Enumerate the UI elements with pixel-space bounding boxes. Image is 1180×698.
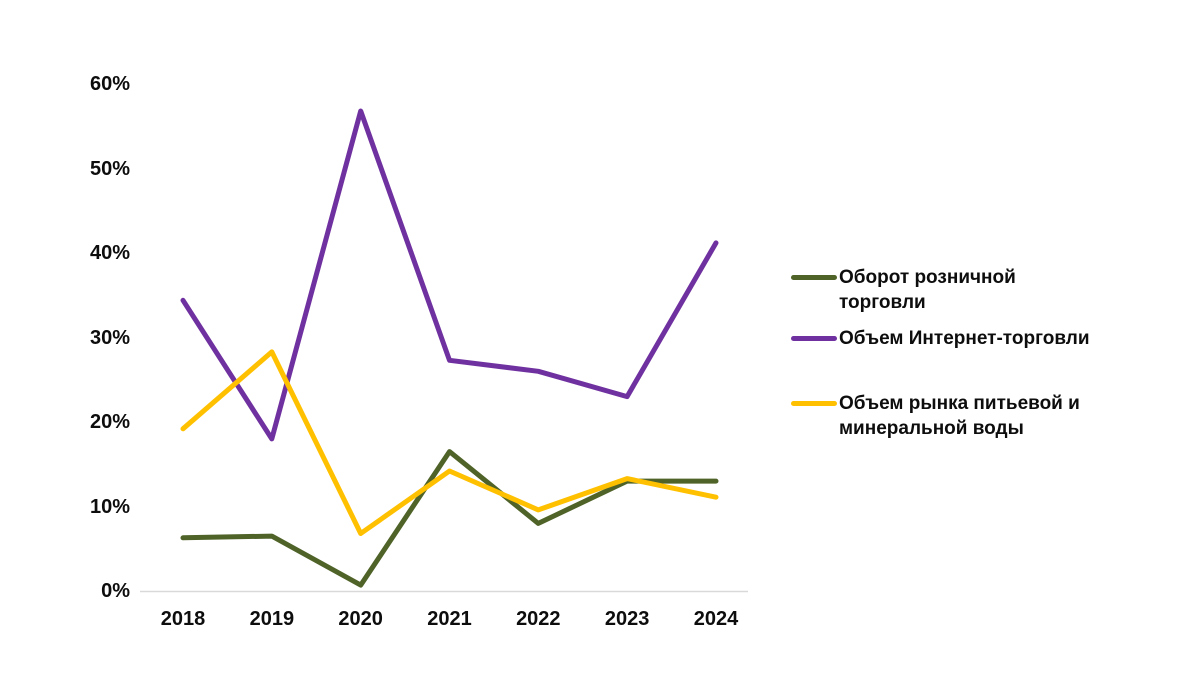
x-tick-label: 2020 — [338, 608, 383, 630]
legend-line-swatch — [791, 275, 837, 280]
x-tick-label: 2019 — [249, 608, 295, 630]
y-tick-label: 50% — [89, 157, 130, 180]
legend-label: Оборот розничной торговли — [839, 267, 1016, 313]
legend-line-swatch — [791, 336, 837, 341]
series-group — [180, 108, 719, 588]
x-tick-label: 2018 — [160, 608, 206, 630]
y-tick-label: 20% — [89, 411, 130, 433]
legend-line-swatch — [791, 401, 837, 406]
y-tick-label: 60% — [89, 73, 130, 95]
y-tick-label: 40% — [89, 242, 130, 264]
series-line-3 — [180, 349, 719, 536]
series-line-2 — [180, 108, 719, 442]
legend-label: Объем Интернет-торговли — [839, 328, 1090, 349]
y-tick-label: 0% — [101, 580, 130, 602]
x-tick-label: 2023 — [604, 608, 650, 630]
x-tick-label: 2021 — [427, 608, 472, 630]
legend-label: Объем рынка питьевой и минеральной воды — [839, 393, 1080, 439]
x-tick-label: 2022 — [516, 608, 561, 630]
legend-entry: Объем рынка питьевой и минеральной воды — [791, 391, 1121, 441]
y-tick-label: 30% — [89, 326, 130, 349]
legend-entry: Оборот розничной торговли — [791, 265, 1121, 315]
legend-entry: Объем Интернет-торговли — [791, 326, 1121, 351]
x-tick-label: 2024 — [693, 608, 739, 630]
y-tick-label: 10% — [89, 495, 130, 518]
